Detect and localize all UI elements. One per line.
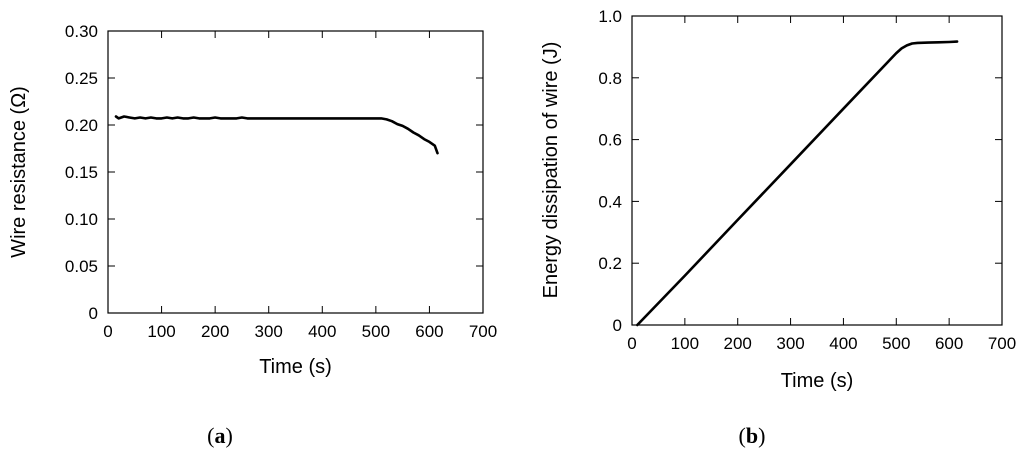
x-axis-label-b: Time (s) <box>781 370 854 392</box>
y-tick-label: 0.8 <box>598 69 622 88</box>
x-tick-label: 100 <box>147 322 175 341</box>
y-tick-label: 0.6 <box>598 131 622 150</box>
x-tick-label: 300 <box>255 322 283 341</box>
x-tick-label: 700 <box>469 322 497 341</box>
y-axis-label-b: Energy dissipation of wire (J) <box>540 42 562 299</box>
y-tick-label: 0 <box>89 304 98 323</box>
x-tick-label: 600 <box>935 334 963 353</box>
x-tick-label: 100 <box>671 334 699 353</box>
y-tick-label: 0.30 <box>65 22 98 41</box>
x-ticks-a: 0 100 200 300 400 500 600 700 <box>103 31 497 341</box>
y-tick-label: 0.25 <box>65 69 98 88</box>
x-tick-label: 200 <box>724 334 752 353</box>
y-tick-label: 0.4 <box>598 192 622 211</box>
plot-frame-a <box>107 30 484 314</box>
y-tick-label: 0.2 <box>598 254 622 273</box>
x-tick-label: 200 <box>201 322 229 341</box>
y-tick-label: 0.10 <box>65 210 98 229</box>
y-ticks-a: 0 0.05 0.10 0.15 0.20 0.25 0.30 <box>65 22 483 323</box>
y-tick-label: 1.0 <box>598 7 622 26</box>
y-tick-label: 0 <box>613 316 622 335</box>
x-tick-label: 0 <box>103 322 112 341</box>
y-axis-label-a: Wire resistance (Ω) <box>8 86 30 258</box>
series-line-a <box>114 115 439 155</box>
x-tick-label: 700 <box>988 334 1016 353</box>
x-tick-label: 300 <box>776 334 804 353</box>
x-tick-label: 500 <box>362 322 390 341</box>
y-tick-label: 0.20 <box>65 116 98 135</box>
x-tick-label: 400 <box>308 322 336 341</box>
x-tick-label: 600 <box>415 322 443 341</box>
y-ticks-b: 0 0.2 0.4 0.6 0.8 1.0 <box>598 7 1002 335</box>
plot-frame-b <box>631 15 1003 326</box>
series-line-b <box>636 40 959 327</box>
x-tick-label: 0 <box>627 334 636 353</box>
panel-label-a: (a) <box>207 423 233 448</box>
x-axis-label-a: Time (s) <box>259 356 332 378</box>
y-tick-label: 0.05 <box>65 257 98 276</box>
panel-label-b: (b) <box>739 423 766 448</box>
panel-letter-a: a <box>215 423 226 448</box>
panel-letter-b: b <box>746 423 758 448</box>
chart-panel-a: 0 100 200 300 400 500 600 700 0 0.05 0.10 0.15 0.20… <box>8 22 497 448</box>
chart-panel-b: 0 100 200 300 400 500 600 700 00.20.40.60.81.0 … <box>540 7 1016 448</box>
x-ticks-b: 0 100 200 300 400 500 600 700 <box>627 16 1016 353</box>
y-tick-label: 0.15 <box>65 163 98 182</box>
x-tick-label: 500 <box>882 334 910 353</box>
x-tick-label: 400 <box>829 334 857 353</box>
